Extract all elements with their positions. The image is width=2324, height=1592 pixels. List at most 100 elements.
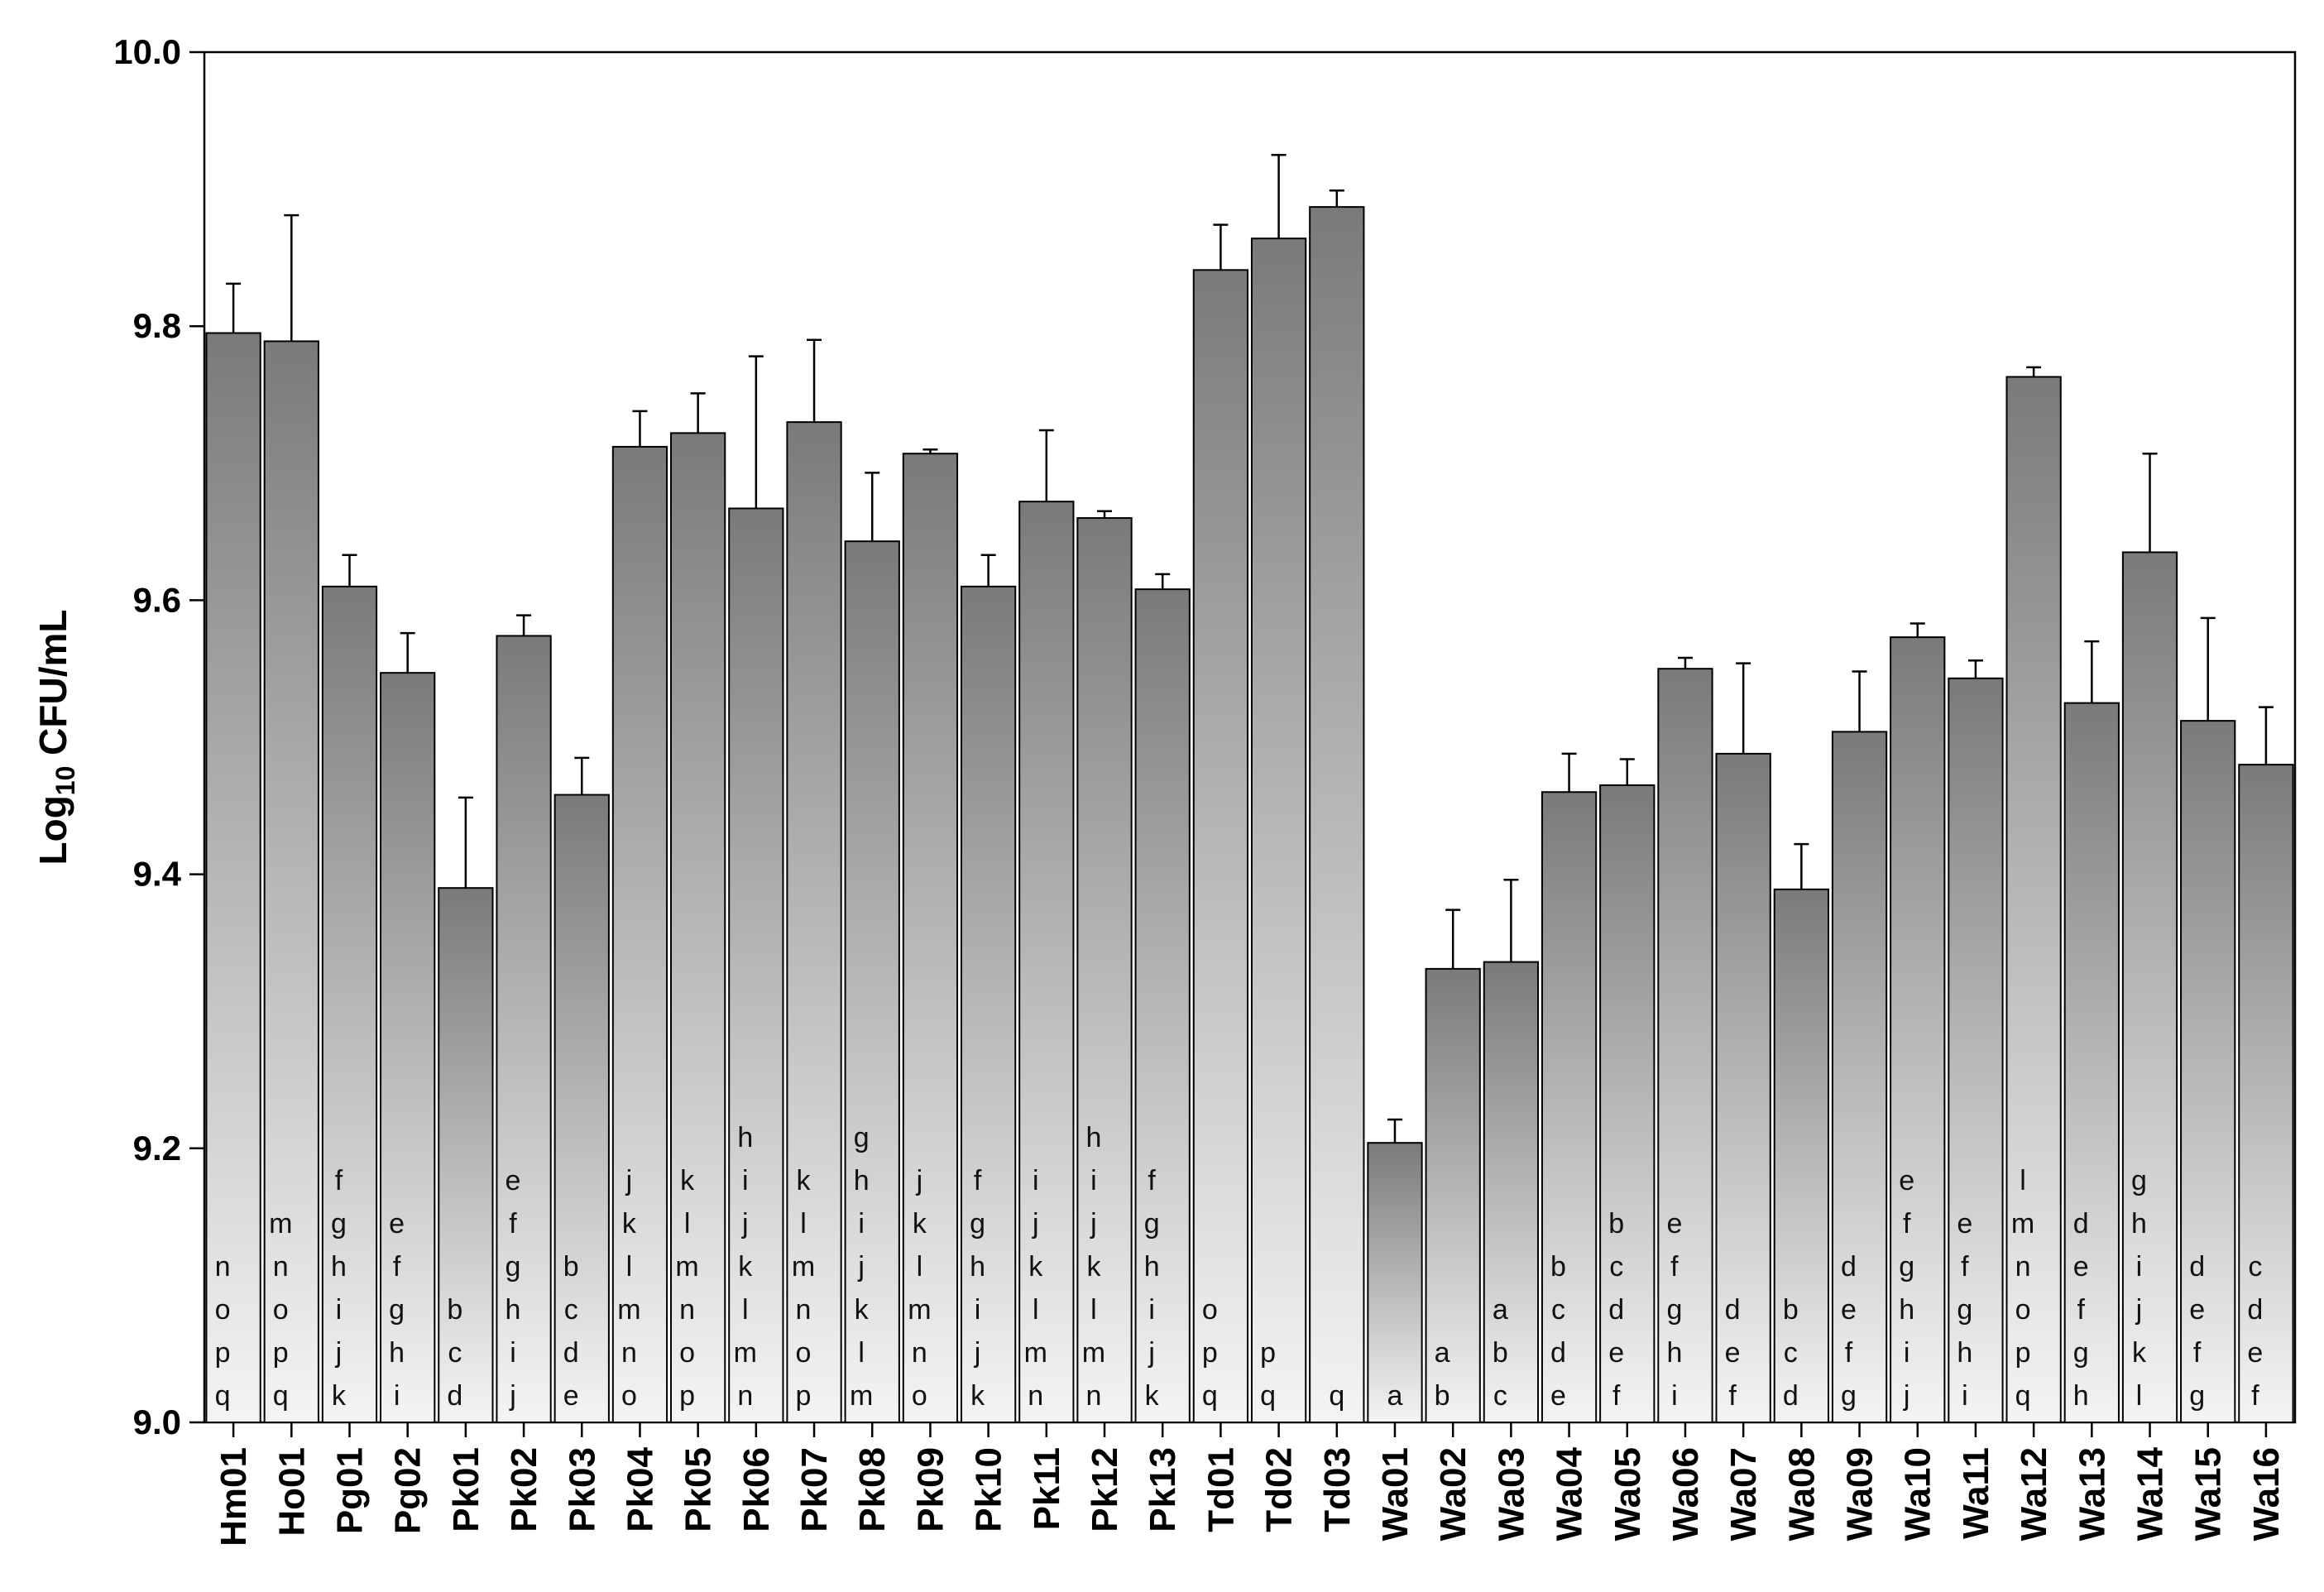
bar-pk12 (1076, 517, 1133, 1423)
significance-letter: l (2136, 1380, 2143, 1412)
significance-letter: j (1903, 1380, 1910, 1412)
x-tick-label: Wa12 (2014, 1447, 2054, 1541)
significance-letter: d (563, 1337, 579, 1369)
bar-pk13 (1134, 588, 1191, 1423)
bar-wa02 (1425, 967, 1481, 1423)
y-axis-label-rest: CFU/mL (31, 610, 74, 766)
significance-letter: q (1202, 1380, 1218, 1412)
x-tick-label: Pk04 (620, 1446, 660, 1532)
significance-letter: p (796, 1380, 812, 1412)
significance-letter: d (1608, 1294, 1624, 1326)
x-tick-label: Pk13 (1143, 1447, 1183, 1532)
x-tick-label: Wa14 (2130, 1446, 2171, 1541)
significance-letter: k (622, 1208, 637, 1240)
significance-letter: f (509, 1208, 517, 1240)
significance-letter: k (796, 1165, 811, 1196)
significance-letter: h (331, 1251, 347, 1283)
significance-letter: h (1085, 1122, 1101, 1153)
significance-letter: b (563, 1251, 579, 1283)
significance-letter: g (970, 1208, 985, 1240)
significance-letter: g (506, 1251, 521, 1283)
significance-letter: k (332, 1380, 347, 1412)
x-tick-label: Hm01 (213, 1447, 254, 1546)
x-tick-label: Pg02 (388, 1447, 429, 1534)
significance-letter: j (509, 1380, 516, 1412)
significance-letter: a (1387, 1380, 1403, 1412)
significance-letter: h (1899, 1294, 1914, 1326)
bar-wa11 (1948, 677, 2004, 1423)
significance-letter: h (737, 1122, 753, 1153)
significance-letter: l (742, 1294, 749, 1326)
bar-wa13 (2063, 702, 2120, 1423)
significance-letter: d (2247, 1294, 2263, 1326)
significance-letter: f (2077, 1294, 2086, 1326)
significance-letter: e (563, 1380, 579, 1412)
significance-letter: g (331, 1208, 347, 1240)
significance-letter: g (2073, 1337, 2089, 1369)
significance-letter: o (796, 1337, 812, 1369)
significance-letter: g (2189, 1380, 2205, 1412)
significance-letter: h (1144, 1251, 1160, 1283)
significance-letter: i (858, 1208, 865, 1240)
y-tick-label: 9.0 (133, 1403, 181, 1441)
bar-wa16 (2238, 764, 2294, 1423)
significance-letter: n (679, 1294, 695, 1326)
significance-letter: g (2131, 1165, 2147, 1196)
significance-letter: a (1435, 1337, 1450, 1369)
significance-letter: m (1024, 1337, 1047, 1369)
x-tick-label: Pk06 (736, 1447, 777, 1532)
x-tick-label: Wa08 (1781, 1447, 1822, 1541)
significance-letter: e (1841, 1294, 1857, 1326)
significance-letter: a (1493, 1294, 1508, 1326)
y-tick-label: 9.6 (133, 580, 181, 619)
significance-letter: f (1845, 1337, 1853, 1369)
significance-letter: e (1550, 1380, 1566, 1412)
x-tick-label: Wa03 (1491, 1447, 1531, 1541)
significance-letter: e (2073, 1251, 2089, 1283)
significance-letter: m (850, 1380, 873, 1412)
x-tick-label: Wa04 (1550, 1446, 1590, 1541)
significance-letter: p (273, 1337, 289, 1369)
significance-letter: j (1032, 1208, 1039, 1240)
significance-letter: f (2193, 1337, 2202, 1369)
significance-letter: d (1550, 1337, 1566, 1369)
bar-td01 (1192, 269, 1249, 1424)
significance-letter: l (684, 1208, 691, 1240)
significance-letter: g (854, 1122, 870, 1153)
significance-letter: m (2011, 1208, 2034, 1240)
significance-letter: f (1961, 1251, 1969, 1283)
bar-pk09 (902, 453, 959, 1423)
significance-letter: m (734, 1337, 757, 1369)
significance-letter: n (1085, 1380, 1101, 1412)
significance-letter: b (1783, 1294, 1799, 1326)
significance-letter: m (908, 1294, 931, 1326)
significance-letter: i (1148, 1294, 1155, 1326)
significance-letter: e (2189, 1294, 2205, 1326)
x-tick-label: Wa09 (1840, 1447, 1881, 1541)
bar-pk01 (438, 887, 494, 1424)
x-tick-label: Pg01 (329, 1447, 370, 1534)
x-tick-label: Pk12 (1085, 1447, 1125, 1532)
significance-letter: i (2136, 1251, 2143, 1283)
significance-letter: h (506, 1294, 521, 1326)
significance-letter: n (215, 1251, 231, 1283)
x-tick-label: Pk01 (446, 1447, 486, 1532)
significance-letter: f (1612, 1380, 1621, 1412)
significance-letter: d (2073, 1208, 2089, 1240)
significance-letter: p (679, 1380, 695, 1412)
bar-pk08 (844, 540, 900, 1423)
significance-letter: i (394, 1380, 400, 1412)
significance-letter: k (1145, 1380, 1160, 1412)
significance-letter: i (336, 1294, 343, 1326)
significance-letter: h (1957, 1337, 1972, 1369)
significance-letter: j (1148, 1337, 1155, 1369)
significance-letter: j (625, 1165, 633, 1196)
significance-letter: f (974, 1165, 982, 1196)
significance-letter: o (2015, 1294, 2031, 1326)
significance-letter: b (1608, 1208, 1624, 1240)
y-tick-label: 9.2 (133, 1129, 181, 1168)
significance-letter: d (2189, 1251, 2205, 1283)
significance-letter: n (2015, 1251, 2031, 1283)
significance-letter: f (1728, 1380, 1737, 1412)
significance-letter: p (2015, 1337, 2031, 1369)
